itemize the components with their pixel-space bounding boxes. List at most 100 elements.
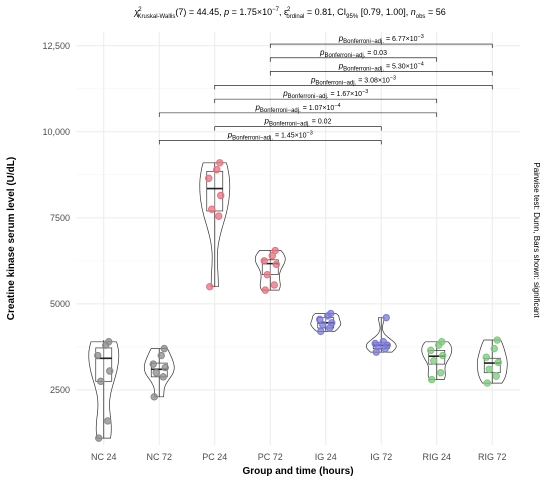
x-tick-label: NC 72	[146, 452, 172, 462]
data-point	[492, 372, 500, 380]
data-point	[105, 338, 113, 346]
data-point	[437, 369, 445, 377]
group-ig-24	[310, 309, 342, 336]
bracket: pBonferroni−adj. = 6.77×10−3	[269, 34, 493, 49]
bracket-label: pBonferroni−adj. = 0.02	[264, 117, 332, 128]
data-point	[272, 260, 280, 269]
data-point	[317, 327, 325, 336]
y-axis-title: Creatine kinase serum level (U/dL)	[6, 157, 17, 320]
bracket-line	[214, 98, 438, 104]
bracket-label: pBonferroni−adj. = 1.45×10−3	[227, 130, 313, 141]
violin	[310, 313, 342, 332]
data-point	[438, 338, 446, 346]
group-nc-72	[143, 344, 175, 401]
data-point	[159, 373, 167, 381]
y-tick-label: 7500	[50, 213, 70, 223]
violin	[199, 162, 231, 288]
data-point	[161, 363, 169, 372]
x-tick-label: PC 24	[202, 452, 227, 462]
x-tick-label: IG 24	[315, 452, 337, 462]
bracket-label: pBonferroni−adj. = 6.77×10−3	[338, 34, 424, 45]
bracket-label: pBonferroni−adj. = 1.07×10−4	[254, 103, 340, 114]
violin	[421, 341, 453, 380]
x-tick-label: PC 72	[258, 452, 283, 462]
bracket-label: pBonferroni−adj. = 3.08×10−3	[310, 75, 396, 86]
violin	[365, 317, 397, 353]
data-point	[216, 159, 224, 167]
data-point	[217, 191, 225, 200]
data-point	[316, 315, 324, 324]
bracket-label: pBonferroni−adj. = 0.03	[319, 48, 387, 59]
data-point	[149, 360, 157, 368]
data-point	[206, 282, 214, 291]
data-point	[106, 367, 114, 375]
bracket: pBonferroni−adj. = 1.67×10−3	[214, 89, 438, 104]
data-point	[379, 338, 387, 346]
side-caption: Pairwise test: Dunn, Bars shown: signifi…	[532, 162, 541, 318]
bracket: pBonferroni−adj. = 1.45×10−3	[158, 130, 382, 145]
x-tick-label: IG 72	[370, 452, 392, 462]
x-tick-label: RIG 24	[422, 452, 451, 462]
bracket: pBonferroni−adj. = 5.30×10−4	[269, 62, 493, 76]
data-point	[382, 313, 390, 322]
data-point	[205, 174, 213, 182]
bracket: pBonferroni−adj. = 3.08×10−3	[214, 75, 493, 90]
data-point	[263, 270, 271, 279]
group-ig-72	[365, 313, 397, 356]
violin	[143, 348, 175, 398]
y-tick-label: 12,500	[42, 41, 70, 51]
axes: 2500 5000 7500 10,000 12,500 NC 24 NC 72 PC 24 P…	[6, 41, 541, 477]
data-point	[213, 165, 221, 174]
data-point	[95, 434, 103, 442]
x-tick-label: NC 24	[91, 452, 117, 462]
chart-header: χ2 Kruskal-Wallis(7) = 44.45, p = 1.75×10…	[133, 7, 445, 20]
data-point	[483, 379, 491, 387]
bracket-line	[158, 112, 438, 117]
data-point	[271, 246, 279, 255]
bracket-line	[214, 126, 382, 131]
data-point	[104, 417, 112, 425]
bracket-line	[269, 43, 493, 49]
data-point	[490, 344, 498, 353]
data-point	[97, 377, 105, 386]
data-point	[260, 257, 268, 265]
data-point	[371, 339, 379, 348]
violin	[88, 341, 120, 439]
bracket-label: pBonferroni−adj. = 5.30×10−4	[338, 62, 424, 73]
bracket-label: pBonferroni−adj. = 1.67×10−3	[282, 89, 368, 100]
groups	[88, 159, 508, 442]
bracket: pBonferroni−adj. = 0.03	[269, 48, 438, 62]
data-point	[150, 393, 158, 401]
violin	[254, 250, 286, 291]
data-point	[157, 351, 165, 360]
data-point	[327, 309, 335, 318]
violin	[476, 339, 508, 384]
data-point	[215, 212, 223, 220]
bracket: pBonferroni−adj. = 1.07×10−4	[158, 103, 438, 117]
data-point	[439, 351, 447, 360]
significance-brackets: pBonferroni−adj. = 1.45×10−3 pBonferroni−…	[158, 34, 493, 145]
data-point	[328, 319, 336, 327]
x-axis-title: Group and time (hours)	[242, 466, 353, 477]
data-point	[485, 365, 493, 373]
data-point	[208, 205, 216, 213]
bracket: pBonferroni−adj. = 0.02	[214, 117, 382, 131]
bracket-line	[214, 85, 493, 90]
y-tick-label: 5000	[50, 299, 70, 309]
y-tick-label: 2500	[50, 385, 70, 395]
group-pc-72	[254, 246, 286, 294]
bracket-line	[269, 57, 438, 62]
data-point	[152, 369, 160, 377]
group-pc-24	[199, 159, 231, 291]
data-point	[261, 286, 269, 294]
group-nc-24	[88, 338, 120, 442]
data-point	[160, 344, 168, 353]
bracket-line	[158, 140, 382, 145]
data-point	[270, 281, 278, 289]
bracket-line	[269, 71, 493, 76]
data-point	[493, 336, 501, 344]
data-point	[430, 356, 438, 365]
data-point	[427, 346, 435, 355]
y-tick-label: 10,000	[42, 127, 70, 137]
